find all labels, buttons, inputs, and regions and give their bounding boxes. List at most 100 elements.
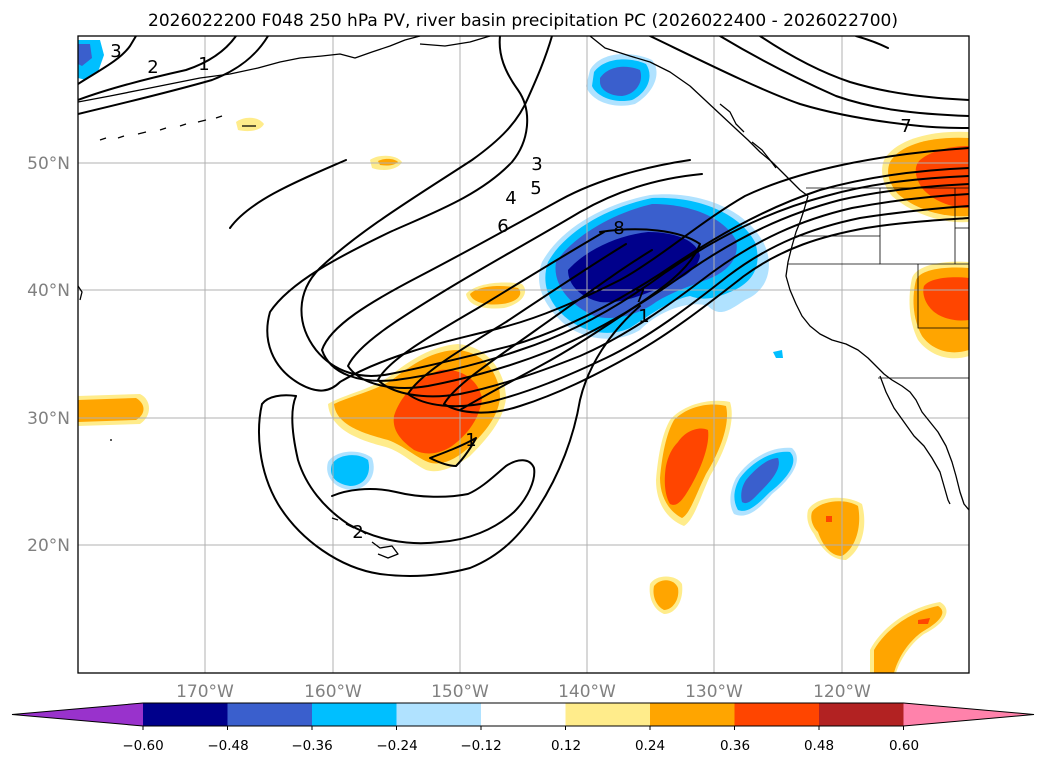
border-idaho [879,188,956,264]
colorbar-segment [312,703,397,726]
precip-blob-aleutian [236,117,264,132]
coast-small-island-40n [78,285,83,301]
colorbar-label-2: −0.36 [291,738,332,754]
pv-contours [78,36,969,577]
pv-contour-8 [459,228,701,411]
contour-label-1-center: 1 [638,306,649,327]
contour-label-nw-1: 1 [198,54,209,75]
colorbar-tick-labels: −0.60 −0.48 −0.36 −0.24 −0.12 0.12 0.24 … [122,738,919,754]
pv-contour-ne-3 [759,36,969,101]
colorbar-label-5: 0.12 [551,738,581,754]
precip-blob-gulf-alaska-core [600,66,642,96]
borders [788,187,969,379]
pv-contour-7 [443,217,969,414]
contour-label-2-south: 2 [352,522,363,543]
precip-blob-small-south-core [653,580,679,610]
pv-contour-ne-2 [719,36,969,117]
contour-label-4: 4 [505,188,516,209]
precip-blob-nw-corner-core [78,44,92,66]
coast-alaska-panhandle [589,36,809,197]
precip-blob-california-core [923,277,969,321]
lat-label-40n: 40°N [27,281,70,301]
colorbar-label-0: −0.60 [122,738,163,754]
colorbar-label-1: −0.48 [207,738,248,754]
map-frame [77,35,970,674]
precip-blob-elongated-se-core [664,428,709,505]
pv-contour-5 [377,193,969,398]
coastlines [78,36,969,559]
colorbar-segments [11,702,1035,730]
pv-contour-nw-corner [78,36,137,85]
contour-labels: 3 2 1 3 4 5 6 8 7 1 1 2 7 [110,41,911,543]
lon-label-150w: 150°W [431,682,489,702]
contour-label-3: 3 [531,154,542,175]
colorbar-label-8: 0.48 [804,738,834,754]
pv-contour-nw-1 [78,36,269,115]
precip-blob-se-corner-dot [918,618,930,624]
pv-contour-1-south [258,305,641,577]
colorbar-segment [143,703,228,726]
lon-label-120w: 120°W [813,682,871,702]
contour-label-5: 5 [530,178,541,199]
colorbar-segment [565,703,651,726]
contour-label-6: 6 [497,216,508,237]
coast-aleutians [99,115,256,141]
coast-baja [879,375,951,505]
map-panel: 3 2 1 3 4 5 6 8 7 1 1 2 7 [77,35,970,674]
contour-label-8: 8 [613,218,624,239]
colorbar-extend-max [903,703,1034,726]
coast-alaska [78,36,491,103]
lon-label-160w: 160°W [304,682,362,702]
pv-contour-2 [229,36,969,377]
colorbar: −0.60 −0.48 −0.36 −0.24 −0.12 0.12 0.24 … [11,702,1035,754]
lon-label-130w: 130°W [685,682,743,702]
lat-label-50n: 50°N [27,154,70,174]
lat-label-20n: 20°N [27,536,70,556]
pv-contour-2-loop [429,437,477,467]
border-washington-oregon [796,235,969,265]
pv-contour-nw-2 [78,36,237,101]
precip-blob-mid-pacific-50n-core [378,158,398,166]
lat-label-30n: 30°N [27,409,70,429]
coast-north-america [785,195,969,511]
colorbar-extend-min [12,703,143,726]
precip-blob-small-blue-coast [773,350,783,358]
lon-label-140w: 140°W [558,682,616,702]
precip-blob-subtropical-blue-core [330,455,370,486]
pv-contour-6 [407,205,969,408]
contour-label-1-south: 1 [465,430,476,451]
contour-label-nw-3: 3 [110,41,121,62]
colorbar-segment [481,703,566,726]
colorbar-segment [734,703,820,726]
contour-label-7-ne: 7 [900,116,911,137]
precip-blob-west-edge-core [78,398,144,422]
longitude-labels: 170°W 160°W 150°W 140°W 130°W 120°W [176,682,871,702]
colorbar-segment [396,703,482,726]
lon-label-170w: 170°W [176,682,234,702]
latitude-labels: 50°N 40°N 30°N 20°N [27,154,70,556]
pv-contour-3 [321,159,969,382]
map-background [78,36,969,673]
colorbar-label-4: −0.12 [460,738,501,754]
colorbar-label-6: 0.24 [635,738,665,754]
colorbar-segment [227,703,313,726]
contour-label-nw-2: 2 [147,57,158,78]
colorbar-segment [650,703,735,726]
pv-contour-4 [347,173,969,389]
pv-contour-ne-7 [649,36,969,129]
precip-blob-near-120w-core [811,501,860,556]
pv-contour-ne-top [855,36,889,49]
border-nevada-arizona [955,227,969,264]
border-california-nevada [917,264,969,329]
colorbar-segment [819,703,904,726]
pv-contour-1-inner-south [291,395,536,545]
colorbar-label-9: 0.60 [889,738,919,754]
colorbar-label-3: −0.24 [376,738,417,754]
gridlines [78,36,969,673]
precip-blob-near-120w-dot [826,516,832,522]
colorbar-label-7: 0.36 [720,738,750,754]
map-title: 2026022200 F048 250 hPa PV, river basin … [148,11,898,31]
contour-label-7: 7 [634,286,645,307]
precip-blob-east-blue-core [741,458,779,504]
coast-bc-islands [719,103,777,169]
